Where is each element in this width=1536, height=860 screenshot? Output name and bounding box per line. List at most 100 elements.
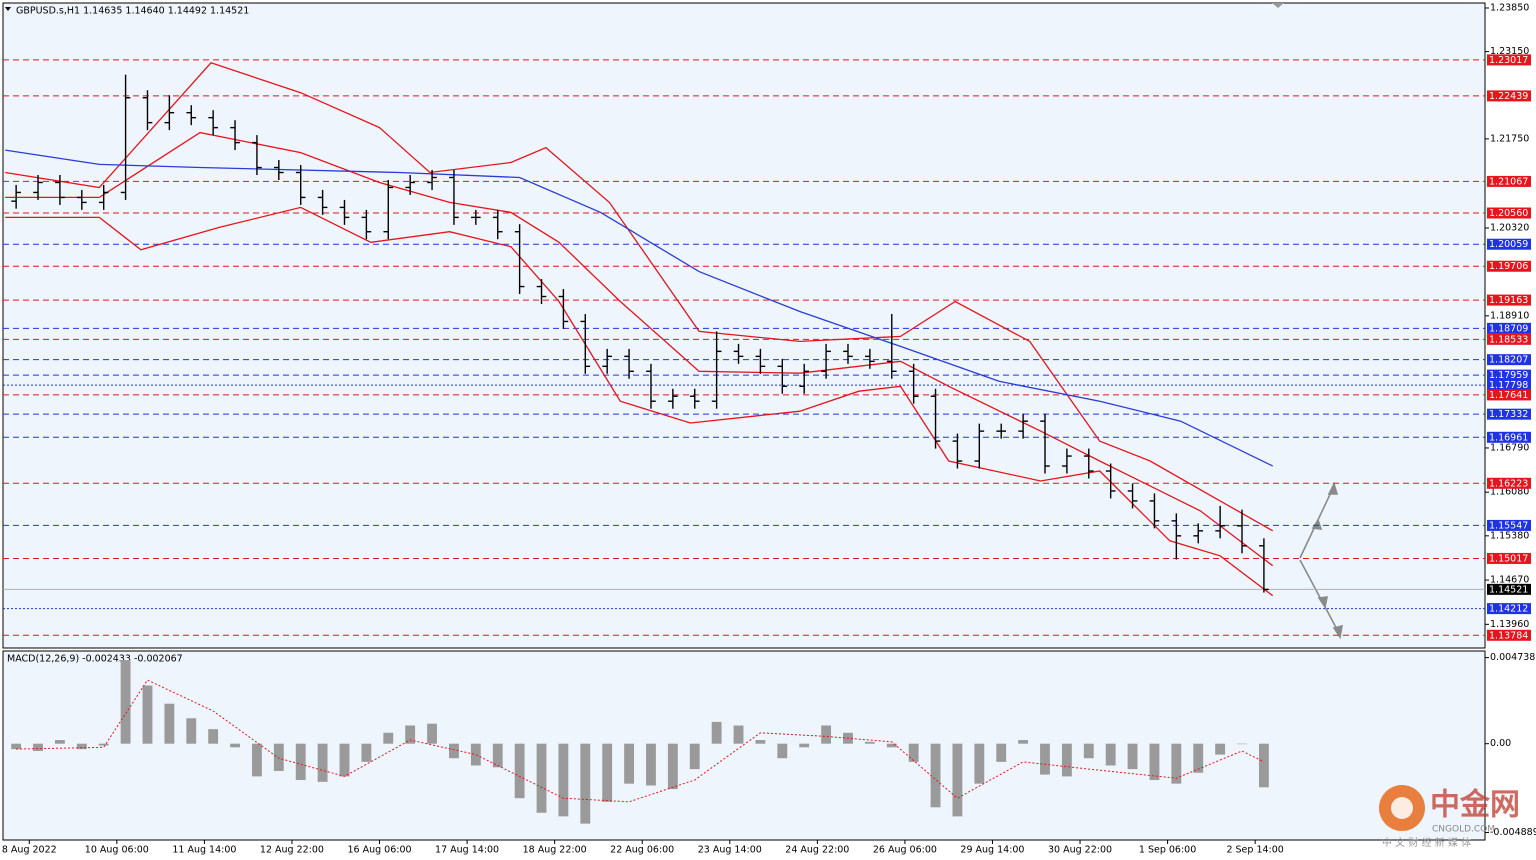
- y-tick-label: 1.23150: [1490, 46, 1529, 57]
- macd-bar: [1215, 743, 1226, 755]
- x-tick-label: 30 Aug 22:00: [1048, 845, 1112, 856]
- x-tick-label: 11 Aug 14:00: [172, 845, 236, 856]
- level-label-box: [1487, 431, 1531, 443]
- level-label: 1.13784: [1489, 630, 1528, 641]
- level-label: 1.17798: [1489, 380, 1528, 391]
- watermark: 中金网 CNGOLD.COM 中 文 财 经 新 媒 体: [1379, 785, 1520, 849]
- arrowhead: [1317, 596, 1329, 610]
- level-label-box: [1487, 354, 1531, 366]
- macd-bar: [886, 743, 897, 748]
- macd-bar: [1149, 743, 1160, 781]
- level-label: 1.15017: [1489, 553, 1528, 564]
- level-label: 1.19706: [1489, 261, 1528, 272]
- level-label: 1.17332: [1489, 409, 1528, 420]
- macd-bar: [1127, 743, 1138, 770]
- macd-bar: [1171, 743, 1182, 784]
- level-label: 1.18709: [1489, 323, 1528, 334]
- watermark-logo-inner: [1391, 797, 1413, 819]
- macd-bar: [733, 725, 744, 744]
- macd-bar: [1018, 740, 1029, 744]
- signal-line: [16, 679, 1265, 803]
- level-label: 1.19163: [1489, 295, 1528, 306]
- macd-bar: [1258, 743, 1269, 788]
- macd-bar: [11, 743, 22, 750]
- scroll-marker: [1272, 3, 1284, 8]
- x-tick-label: 1 Sep 06:00: [1139, 845, 1196, 856]
- level-label-box: [1487, 519, 1531, 531]
- x-tick-label: 10 Aug 06:00: [85, 845, 149, 856]
- macd-bar: [383, 732, 394, 744]
- x-tick-label: 18 Aug 22:00: [523, 845, 587, 856]
- x-tick-label: 16 Aug 06:00: [347, 845, 411, 856]
- macd-bar: [339, 743, 350, 777]
- macd-bar: [514, 743, 525, 799]
- macd-bar: [273, 743, 284, 771]
- macd-bar: [230, 743, 240, 748]
- level-label-box: [1487, 583, 1531, 595]
- level-label-box: [1487, 552, 1531, 564]
- level-label-box: [1487, 260, 1531, 272]
- macd-bar: [777, 743, 788, 759]
- level-label: 1.18207: [1489, 355, 1528, 366]
- macd-bar: [164, 703, 175, 744]
- y-tick-label: 1.21750: [1490, 133, 1529, 144]
- level-label: 1.18533: [1489, 334, 1528, 345]
- macd-bar: [1061, 743, 1072, 777]
- x-tick-label: 23 Aug 14:00: [698, 845, 762, 856]
- y-tick-label: 1.14670: [1490, 575, 1529, 586]
- x-tick-label: 12 Aug 22:00: [260, 845, 324, 856]
- macd-bar: [1040, 743, 1050, 775]
- macd-bar: [536, 743, 547, 813]
- level-label-box: [1487, 369, 1531, 381]
- macd-bar: [821, 725, 832, 744]
- level-label: 1.23017: [1489, 55, 1528, 66]
- y-tick-label: -0.004889: [1490, 827, 1536, 838]
- macd-bar: [996, 743, 1007, 762]
- macd-bar: [98, 743, 109, 746]
- level-label: 1.16961: [1489, 432, 1528, 443]
- y-tick-label: 0.00: [1490, 738, 1511, 749]
- level-label: 1.22439: [1489, 91, 1528, 102]
- macd-bar: [952, 743, 963, 817]
- macd-bar: [295, 743, 306, 781]
- x-tick-label: 24 Aug 22:00: [785, 845, 849, 856]
- macd-title: MACD(12,26,9) -0.002433 -0.002067: [7, 654, 183, 665]
- level-label: 1.14521: [1489, 584, 1528, 595]
- x-tick-label: 26 Aug 06:00: [873, 845, 937, 856]
- forecast-arrows: [1299, 481, 1344, 640]
- macd-bar: [120, 660, 131, 744]
- macd-bar: [711, 721, 722, 744]
- menu-triangle: [5, 7, 11, 11]
- macd-bar: [54, 740, 65, 744]
- x-tick-label: 22 Aug 06:00: [610, 845, 674, 856]
- level-label-box: [1487, 389, 1531, 401]
- macd-bar: [33, 743, 43, 751]
- y-tick-label: 1.18910: [1490, 310, 1529, 321]
- macd-bar: [646, 743, 656, 786]
- level-label-box: [1487, 175, 1531, 187]
- level-label: 1.15547: [1489, 520, 1528, 531]
- macd-bar: [908, 743, 919, 762]
- macd-bar: [1193, 743, 1204, 773]
- macd-bar: [1105, 743, 1116, 766]
- level-label-box: [1487, 333, 1531, 345]
- y-tick-label: 1.16790: [1490, 442, 1529, 453]
- macd-bar: [405, 725, 416, 744]
- level-label: 1.17959: [1489, 370, 1528, 381]
- macd-bar: [930, 743, 941, 808]
- level-label-box: [1487, 603, 1531, 615]
- indicator-line: [5, 206, 1274, 597]
- macd-bar: [361, 743, 372, 762]
- macd-bar: [1237, 743, 1247, 745]
- y-tick-label: 0.004738: [1490, 652, 1535, 663]
- macd-bar: [558, 743, 569, 817]
- arrowhead: [1327, 481, 1339, 495]
- macd-bar: [580, 743, 591, 824]
- chart-header: GBPUSD.s,H1 1.14635 1.14640 1.14492 1.14…: [16, 6, 249, 17]
- level-label-box: [1487, 379, 1531, 391]
- y-tick-label: 1.15380: [1490, 530, 1529, 541]
- macd-bar: [864, 741, 875, 744]
- macd-bar: [755, 740, 766, 744]
- macd-bar: [624, 743, 634, 784]
